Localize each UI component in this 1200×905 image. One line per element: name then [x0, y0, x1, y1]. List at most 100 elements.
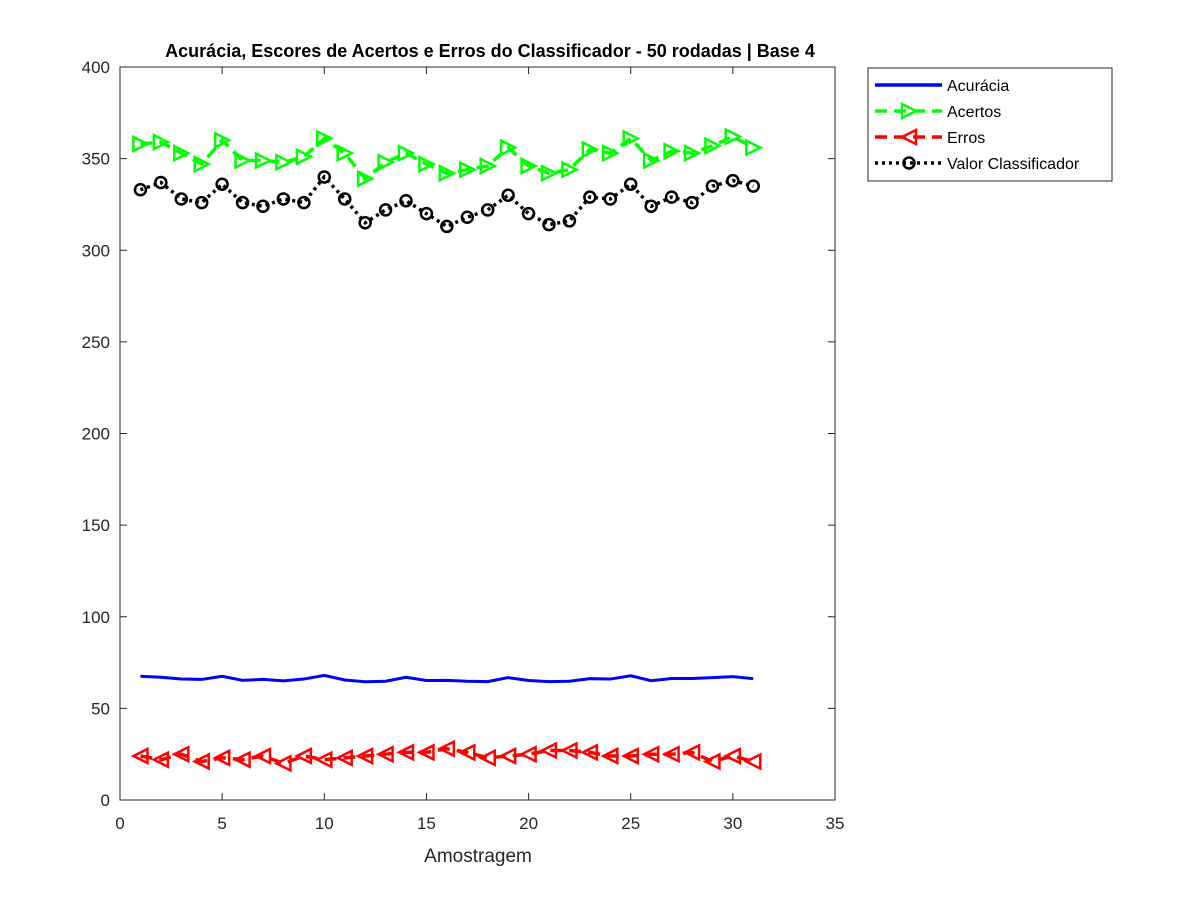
data-point: [132, 134, 151, 153]
data-point: [334, 748, 353, 767]
data-point: [459, 160, 478, 179]
data-point: [600, 746, 619, 766]
data-point: [416, 743, 435, 762]
data-point: [358, 216, 372, 230]
data-point: [479, 156, 498, 175]
data-point: [212, 748, 231, 767]
data-point: [378, 203, 393, 217]
data-point: [397, 144, 416, 163]
data-point: [337, 192, 352, 206]
legend-label: Erros: [947, 130, 985, 147]
data-point: [399, 194, 413, 208]
data-point: [173, 144, 192, 163]
x-tick-label: 15: [417, 814, 436, 833]
data-point: [705, 179, 720, 193]
series-3: [133, 170, 761, 234]
data-point: [276, 192, 291, 206]
y-tick-label: 100: [82, 608, 110, 627]
data-point: [518, 745, 537, 764]
y-tick-label: 350: [82, 150, 110, 169]
data-point: [623, 177, 638, 192]
data-point: [215, 177, 229, 192]
data-point: [622, 129, 641, 148]
series-line: [140, 673, 754, 684]
data-point: [499, 138, 518, 157]
data-point: [154, 175, 168, 190]
legend-swatch-marker: [899, 127, 918, 147]
data-point: [174, 192, 189, 206]
data-point: [620, 746, 639, 766]
data-point: [151, 750, 170, 769]
legend-label: Acertos: [947, 104, 1001, 121]
legend-swatch-marker: [902, 156, 916, 170]
data-point: [254, 151, 273, 170]
data-point: [540, 164, 559, 183]
data-point: [501, 188, 515, 203]
data-point: [644, 199, 658, 214]
data-point: [316, 129, 335, 148]
data-point: [232, 750, 251, 769]
data-point: [663, 142, 682, 161]
x-tick-label: 35: [826, 814, 845, 833]
data-point: [438, 164, 457, 183]
x-tick-label: 30: [723, 814, 742, 833]
data-point: [685, 195, 699, 210]
data-point: [664, 190, 679, 204]
data-point: [704, 136, 723, 155]
data-point: [542, 217, 556, 232]
data-point: [480, 203, 495, 217]
data-point: [682, 743, 701, 762]
data-point: [297, 195, 311, 210]
data-point: [642, 151, 661, 170]
chart-title: Acurácia, Escores de Acertos e Erros do …: [165, 41, 815, 61]
data-point: [743, 752, 762, 771]
data-point: [561, 160, 580, 179]
data-point: [683, 144, 702, 163]
data-point: [745, 138, 764, 157]
data-point: [581, 140, 600, 159]
data-point: [336, 144, 355, 163]
data-point: [193, 155, 212, 174]
x-tick-label: 5: [217, 814, 226, 833]
x-tick-label: 20: [519, 814, 538, 833]
data-point: [256, 199, 270, 214]
y-tick-label: 200: [82, 425, 110, 444]
data-point: [746, 179, 761, 193]
data-point: [396, 743, 415, 762]
data-point: [477, 748, 496, 767]
x-tick-label: 10: [315, 814, 334, 833]
legend-label: Acurácia: [947, 78, 1009, 95]
data-point: [317, 170, 332, 184]
data-point: [440, 219, 454, 234]
data-point: [171, 745, 190, 764]
series-0: [140, 673, 754, 684]
data-point: [583, 190, 597, 204]
data-point: [580, 743, 599, 762]
data-point: [559, 741, 578, 760]
x-axis-label: Amostragem: [424, 846, 532, 867]
data-point: [603, 192, 618, 206]
data-point: [498, 746, 517, 766]
series-1: [132, 127, 764, 188]
data-point: [275, 153, 294, 172]
data-point: [377, 153, 396, 172]
y-tick-label: 50: [91, 699, 110, 718]
data-point: [152, 133, 171, 152]
data-point: [375, 745, 394, 764]
data-point: [418, 155, 437, 174]
data-point: [235, 195, 250, 210]
series-line: [139, 174, 754, 229]
y-tick-label: 0: [101, 791, 110, 810]
data-point: [520, 156, 539, 175]
data-point: [602, 144, 621, 163]
data-point: [356, 169, 375, 188]
series-line: [140, 746, 754, 766]
legend-swatch-marker: [900, 101, 919, 121]
data-point: [295, 147, 314, 166]
y-tick-label: 400: [82, 58, 110, 77]
legend-label: Valor Classificador: [947, 156, 1080, 173]
data-point: [194, 195, 209, 210]
y-tick-label: 150: [82, 516, 110, 535]
